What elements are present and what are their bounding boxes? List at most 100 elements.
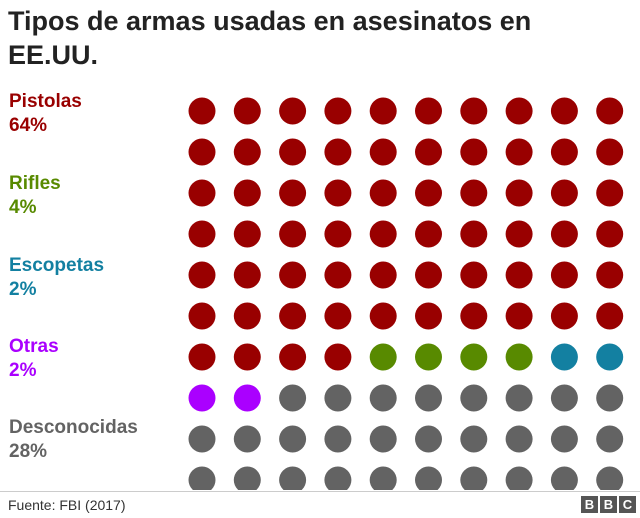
waffle-dot-pistolas	[460, 220, 488, 248]
waffle-dot-pistolas	[596, 138, 624, 166]
legend-item-pistolas: Pistolas 64%	[9, 90, 82, 138]
waffle-dot-pistolas	[233, 343, 261, 371]
waffle-dot-pistolas	[233, 97, 261, 125]
footer-divider	[0, 491, 640, 492]
waffle-dot-pistolas	[188, 138, 216, 166]
waffle-dot-desconocidas	[279, 384, 307, 412]
waffle-dot-pistolas	[460, 97, 488, 125]
waffle-dot-pistolas	[324, 138, 352, 166]
waffle-dot-pistolas	[550, 138, 578, 166]
waffle-dot-pistolas	[188, 343, 216, 371]
waffle-dot-otras	[233, 384, 261, 412]
waffle-dot-pistolas	[279, 343, 307, 371]
waffle-dot-desconocidas	[188, 466, 216, 490]
waffle-dot-pistolas	[505, 261, 533, 289]
waffle-dot-pistolas	[415, 97, 442, 125]
waffle-dot-rifles	[415, 343, 442, 371]
bbc-logo: B B C	[581, 496, 636, 513]
waffle-dot-pistolas	[324, 179, 352, 207]
legend-percent: 28%	[9, 441, 48, 462]
waffle-dot-pistolas	[550, 220, 578, 248]
waffle-dot-pistolas	[369, 97, 397, 125]
waffle-dot-pistolas	[324, 220, 352, 248]
waffle-dot-pistolas	[369, 138, 397, 166]
waffle-dot-desconocidas	[550, 425, 578, 453]
legend-percent: 4%	[9, 197, 37, 218]
waffle-dot-desconocidas	[279, 425, 307, 453]
waffle-dot-pistolas	[324, 97, 352, 125]
waffle-dot-escopetas	[596, 343, 624, 371]
waffle-dot-desconocidas	[460, 466, 488, 490]
waffle-dot-pistolas	[188, 261, 216, 289]
waffle-dot-pistolas	[188, 220, 216, 248]
waffle-dot-desconocidas	[324, 384, 352, 412]
legend-percent: 64%	[9, 115, 48, 136]
waffle-dot-desconocidas	[369, 425, 397, 453]
waffle-dot-pistolas	[233, 302, 261, 330]
waffle-dot-desconocidas	[550, 384, 578, 412]
waffle-dot-pistolas	[550, 179, 578, 207]
legend-item-desconocidas: Desconocidas 28%	[9, 416, 138, 464]
waffle-dot-pistolas	[505, 179, 533, 207]
logo-letter: B	[581, 496, 598, 513]
waffle-dot-pistolas	[505, 138, 533, 166]
waffle-dot-pistolas	[233, 220, 261, 248]
waffle-dot-pistolas	[233, 261, 261, 289]
waffle-dot-pistolas	[369, 179, 397, 207]
waffle-dot-desconocidas	[596, 384, 624, 412]
logo-letter: B	[600, 496, 617, 513]
legend-label: Desconocidas	[9, 417, 138, 438]
waffle-dot-desconocidas	[596, 425, 624, 453]
legend-label: Otras	[9, 336, 59, 357]
waffle-dot-pistolas	[505, 302, 533, 330]
waffle-dot-rifles	[505, 343, 533, 371]
waffle-dot-pistolas	[505, 220, 533, 248]
waffle-dot-pistolas	[188, 302, 216, 330]
logo-letter: C	[619, 496, 636, 513]
waffle-dot-desconocidas	[279, 466, 307, 490]
waffle-dot-pistolas	[415, 179, 442, 207]
waffle-dot-pistolas	[596, 97, 624, 125]
waffle-dot-pistolas	[279, 261, 307, 289]
waffle-dot-desconocidas	[369, 466, 397, 490]
waffle-dot-desconocidas	[324, 466, 352, 490]
legend-label: Escopetas	[9, 255, 105, 276]
waffle-dot-pistolas	[460, 261, 488, 289]
waffle-dot-desconocidas	[505, 425, 533, 453]
legend-percent: 2%	[9, 279, 37, 300]
waffle-chart	[188, 97, 624, 490]
waffle-dot-desconocidas	[415, 384, 442, 412]
legend-item-escopetas: Escopetas 2%	[9, 254, 104, 302]
legend-label: Rifles	[9, 173, 61, 194]
waffle-dot-desconocidas	[233, 466, 261, 490]
waffle-dot-pistolas	[233, 138, 261, 166]
waffle-dot-pistolas	[188, 97, 216, 125]
waffle-dot-desconocidas	[505, 384, 533, 412]
waffle-dot-pistolas	[596, 220, 624, 248]
waffle-dot-desconocidas	[369, 384, 397, 412]
waffle-dot-pistolas	[369, 261, 397, 289]
waffle-dot-pistolas	[188, 179, 216, 207]
chart-title: Tipos de armas usadas en asesinatos en E…	[8, 6, 532, 70]
waffle-dot-pistolas	[415, 138, 442, 166]
waffle-dot-pistolas	[460, 138, 488, 166]
waffle-dot-desconocidas	[188, 425, 216, 453]
waffle-dot-pistolas	[324, 343, 352, 371]
waffle-dot-rifles	[460, 343, 488, 371]
waffle-dot-pistolas	[505, 97, 533, 125]
source-note: Fuente: FBI (2017)	[8, 497, 126, 513]
waffle-dot-desconocidas	[233, 425, 261, 453]
waffle-dot-pistolas	[279, 179, 307, 207]
waffle-dot-pistolas	[550, 302, 578, 330]
waffle-dot-desconocidas	[415, 425, 442, 453]
waffle-dot-pistolas	[369, 302, 397, 330]
waffle-dot-desconocidas	[596, 466, 624, 490]
waffle-dot-pistolas	[596, 302, 624, 330]
waffle-dot-pistolas	[550, 261, 578, 289]
legend-label: Pistolas	[9, 91, 82, 112]
waffle-dot-pistolas	[415, 261, 442, 289]
legend-percent: 2%	[9, 360, 37, 381]
waffle-dot-desconocidas	[460, 384, 488, 412]
waffle-dot-pistolas	[415, 302, 442, 330]
waffle-dot-pistolas	[279, 97, 307, 125]
